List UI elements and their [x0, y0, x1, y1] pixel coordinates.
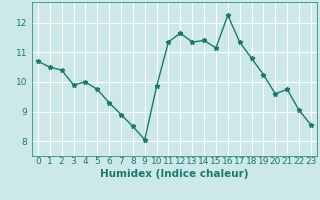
- X-axis label: Humidex (Indice chaleur): Humidex (Indice chaleur): [100, 169, 249, 179]
